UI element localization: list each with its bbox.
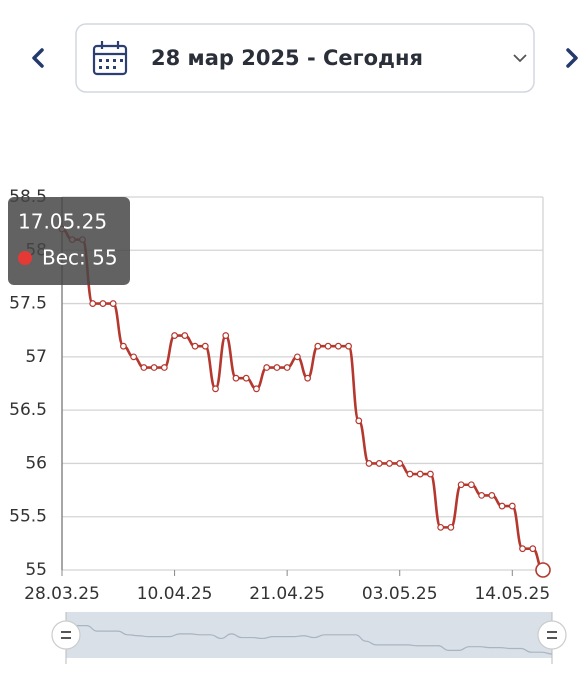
data-point — [191, 342, 199, 350]
data-point — [253, 385, 260, 393]
y-tick-label: 57.5 — [9, 294, 47, 314]
data-point — [181, 332, 189, 339]
data-point — [535, 562, 551, 578]
weight-line — [61, 227, 544, 572]
y-tick-label: 55.5 — [9, 507, 47, 527]
data-point — [427, 470, 434, 478]
y-tick-label: 56 — [25, 453, 47, 473]
data-point — [304, 374, 312, 382]
data-point — [416, 470, 424, 478]
data-point — [242, 374, 250, 382]
data-point — [120, 342, 127, 350]
data-point — [160, 364, 168, 371]
tooltip-label: Вес: 55 — [42, 246, 118, 270]
data-point — [232, 374, 240, 382]
data-point — [498, 502, 506, 510]
data-point — [365, 460, 373, 467]
x-tick-label: 28.03.25 — [24, 584, 100, 604]
tooltip-box — [8, 197, 130, 285]
data-point — [488, 492, 496, 499]
data-point — [150, 364, 158, 371]
data-point — [386, 460, 393, 467]
data-point — [334, 342, 342, 350]
data-point — [201, 342, 209, 350]
y-tick-label: 56.5 — [9, 400, 47, 420]
y-tick-label: 57 — [25, 347, 47, 367]
date-range: 28 мар 2025 - Сегодня — [151, 46, 423, 70]
chart: 5555.55656.55757.55858.528.03.2510.04.25… — [8, 187, 567, 664]
data-point — [508, 502, 516, 510]
tooltip-marker — [18, 251, 32, 265]
data-point — [324, 342, 332, 350]
data-point — [283, 364, 291, 371]
data-point — [293, 353, 301, 361]
data-point — [478, 492, 485, 499]
selector-box[interactable] — [75, 23, 535, 93]
x-tick-label: 21.04.25 — [249, 584, 325, 604]
x-tick-label: 10.04.25 — [137, 584, 213, 604]
navigator-handle[interactable] — [537, 612, 567, 664]
date-selector[interactable]: 28 мар 2025 - Сегодня — [75, 23, 535, 93]
x-tick-label: 03.05.25 — [362, 584, 438, 604]
prev-button[interactable] — [32, 48, 44, 68]
data-point — [467, 481, 475, 489]
data-point — [437, 523, 445, 531]
data-point — [355, 417, 363, 425]
data-point — [519, 545, 526, 553]
data-point — [263, 364, 271, 371]
calendar-icon — [92, 41, 128, 76]
handle-knob — [51, 620, 81, 650]
data-point — [406, 470, 414, 478]
next-button[interactable] — [566, 48, 578, 68]
navigator-bg — [66, 612, 552, 658]
data-point — [345, 342, 352, 350]
data-point — [457, 481, 465, 489]
data-point — [314, 342, 322, 350]
data-point — [447, 523, 455, 531]
data-point — [222, 332, 230, 339]
navigator-handle[interactable] — [51, 612, 81, 664]
data-point — [109, 300, 117, 307]
data-point — [140, 364, 148, 371]
data-point — [130, 353, 138, 361]
y-tick-label: 55 — [25, 560, 47, 580]
data-point — [396, 460, 404, 467]
data-point — [89, 300, 97, 307]
handle-knob — [537, 620, 567, 650]
dropdown-arrow — [513, 54, 527, 63]
data-point — [375, 460, 383, 467]
data-point — [529, 545, 537, 553]
x-tick-label: 14.05.25 — [474, 584, 550, 604]
data-point — [99, 300, 107, 307]
tooltip-title: 17.05.25 — [18, 210, 107, 234]
data-point — [171, 332, 178, 339]
data-point — [273, 364, 281, 371]
navigator-line — [65, 624, 553, 655]
data-point — [212, 385, 219, 393]
